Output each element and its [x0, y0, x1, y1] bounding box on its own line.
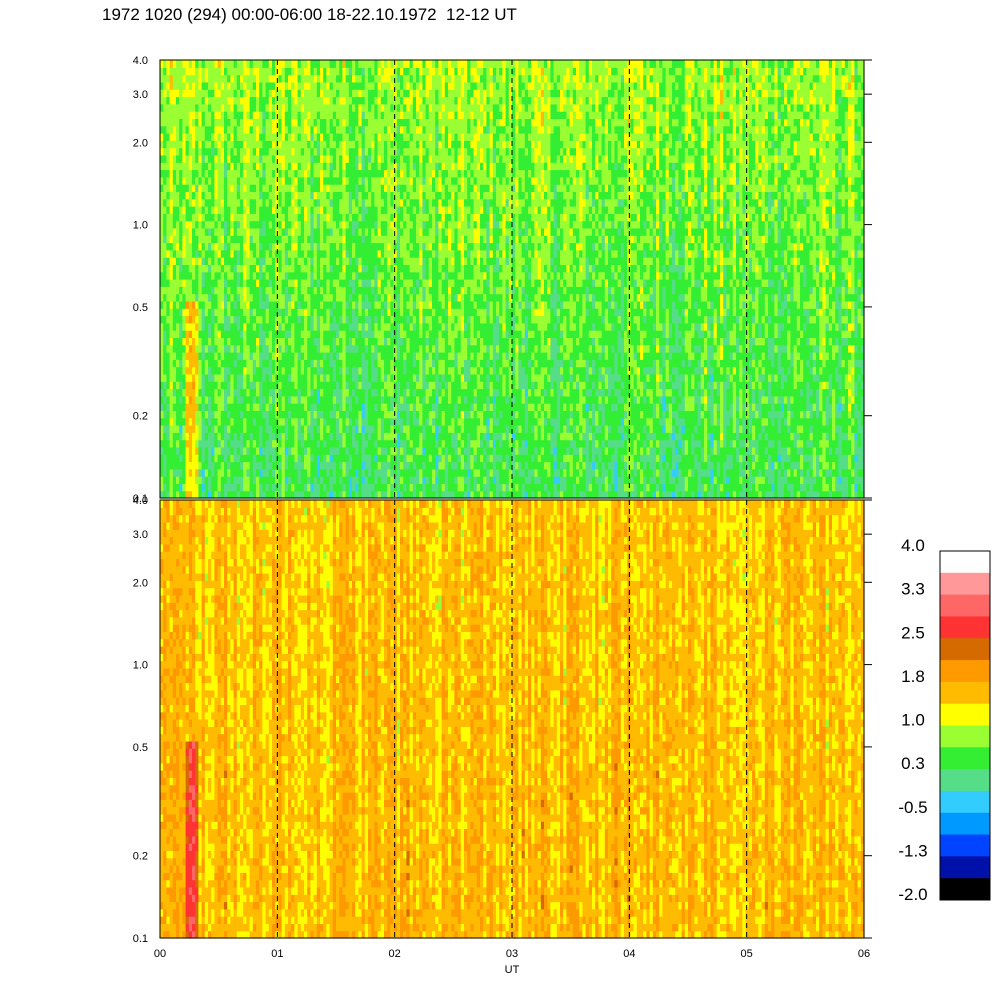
- spectrogram-figure: 0.10.20.51.02.03.04.00.10.20.51.02.03.04…: [0, 0, 1000, 1000]
